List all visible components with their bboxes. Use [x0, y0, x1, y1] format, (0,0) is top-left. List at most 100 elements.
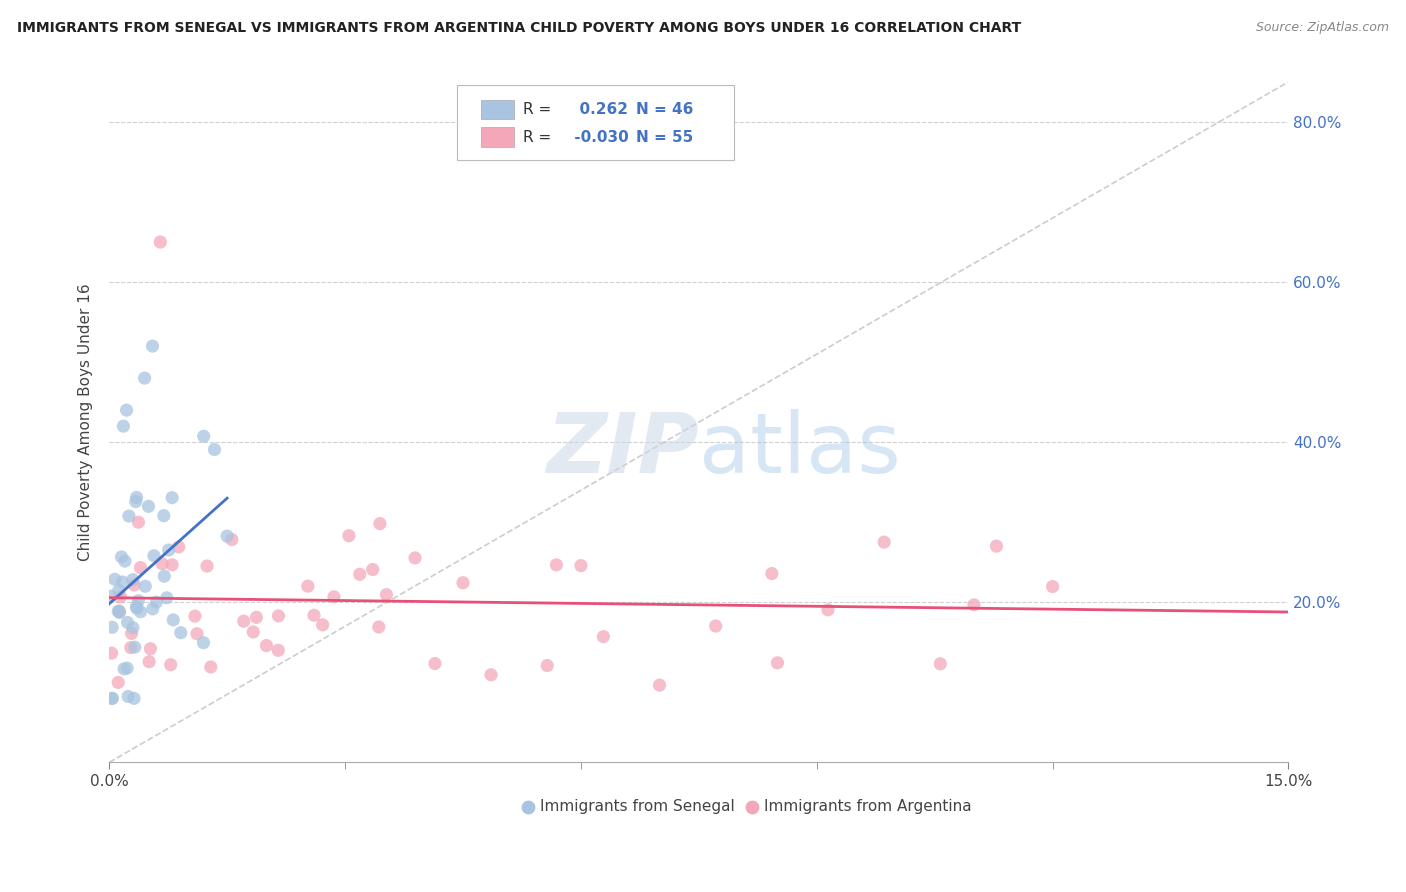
Point [107, 583, 129, 598]
Point [141, 339, 163, 353]
Point [107, 604, 129, 618]
Point [159, 657, 181, 672]
Point [217, 529, 239, 543]
Point [108, 604, 131, 618]
Point [134, 371, 156, 385]
Point [129, 560, 152, 574]
Point [134, 579, 156, 593]
Point [963, 598, 986, 612]
Point [112, 662, 135, 676]
Point [125, 491, 148, 505]
Text: Immigrants from Senegal: Immigrants from Senegal [540, 799, 734, 814]
Point [142, 549, 165, 563]
Point [121, 573, 143, 587]
Point [200, 660, 222, 674]
Point [112, 419, 135, 434]
Point [817, 603, 839, 617]
Point [479, 667, 502, 681]
Point [104, 572, 127, 586]
FancyBboxPatch shape [457, 86, 734, 161]
Point [101, 691, 124, 706]
Point [367, 620, 389, 634]
Point [404, 550, 426, 565]
Point [142, 602, 165, 616]
Point [297, 579, 319, 593]
Point [569, 558, 592, 573]
Point [101, 620, 124, 634]
Point [267, 608, 290, 623]
Point [145, 595, 167, 609]
Point [153, 569, 176, 583]
Point [127, 756, 149, 770]
Text: Immigrants from Argentina: Immigrants from Argentina [763, 799, 972, 814]
Point [536, 658, 558, 673]
Point [157, 543, 180, 558]
Point [592, 630, 614, 644]
Point [125, 494, 148, 508]
Point [160, 491, 183, 505]
Point [184, 609, 207, 624]
FancyBboxPatch shape [481, 128, 513, 146]
Text: atlas: atlas [699, 409, 901, 490]
Point [361, 563, 384, 577]
Point [152, 508, 174, 523]
Point [120, 640, 142, 655]
Point [139, 641, 162, 656]
Point [170, 625, 193, 640]
Point [423, 657, 446, 671]
Point [107, 675, 129, 690]
Point [323, 590, 346, 604]
Point [929, 657, 952, 671]
Point [138, 500, 160, 514]
Point [349, 567, 371, 582]
Point [129, 605, 152, 619]
Point [242, 624, 264, 639]
Text: R =: R = [523, 102, 551, 117]
Point [110, 549, 132, 564]
Point [267, 643, 290, 657]
Point [221, 533, 243, 547]
Point [122, 578, 145, 592]
Point [117, 690, 139, 704]
Text: -0.030: -0.030 [569, 129, 628, 145]
Point [121, 626, 143, 640]
Point [256, 639, 278, 653]
Text: IMMIGRANTS FROM SENEGAL VS IMMIGRANTS FROM ARGENTINA CHILD POVERTY AMONG BOYS UN: IMMIGRANTS FROM SENEGAL VS IMMIGRANTS FR… [17, 21, 1021, 35]
Point [115, 661, 138, 675]
Point [986, 539, 1008, 553]
Point [150, 557, 173, 571]
FancyBboxPatch shape [481, 100, 513, 119]
Point [111, 574, 134, 589]
Point [149, 235, 172, 249]
Point [232, 614, 254, 628]
Point [193, 636, 215, 650]
Point [138, 655, 160, 669]
Point [546, 558, 568, 572]
Point [761, 566, 783, 581]
Point [118, 509, 141, 524]
Point [368, 516, 391, 531]
Point [122, 691, 145, 706]
Point [167, 540, 190, 554]
Point [311, 617, 333, 632]
Text: N = 46: N = 46 [637, 102, 693, 117]
Point [302, 608, 325, 623]
Point [204, 442, 226, 457]
Text: R =: R = [523, 129, 551, 145]
Point [337, 529, 360, 543]
Point [100, 589, 122, 603]
Text: Source: ZipAtlas.com: Source: ZipAtlas.com [1256, 21, 1389, 34]
Point [375, 588, 398, 602]
Point [162, 613, 184, 627]
Point [125, 599, 148, 614]
Point [873, 535, 896, 549]
Point [117, 615, 139, 630]
Y-axis label: Child Poverty Among Boys Under 16: Child Poverty Among Boys Under 16 [79, 284, 93, 561]
Point [160, 558, 183, 572]
Point [141, 756, 163, 770]
Point [156, 591, 179, 605]
Point [766, 656, 789, 670]
Text: ZIP: ZIP [546, 409, 699, 490]
Point [451, 575, 474, 590]
Point [115, 403, 138, 417]
